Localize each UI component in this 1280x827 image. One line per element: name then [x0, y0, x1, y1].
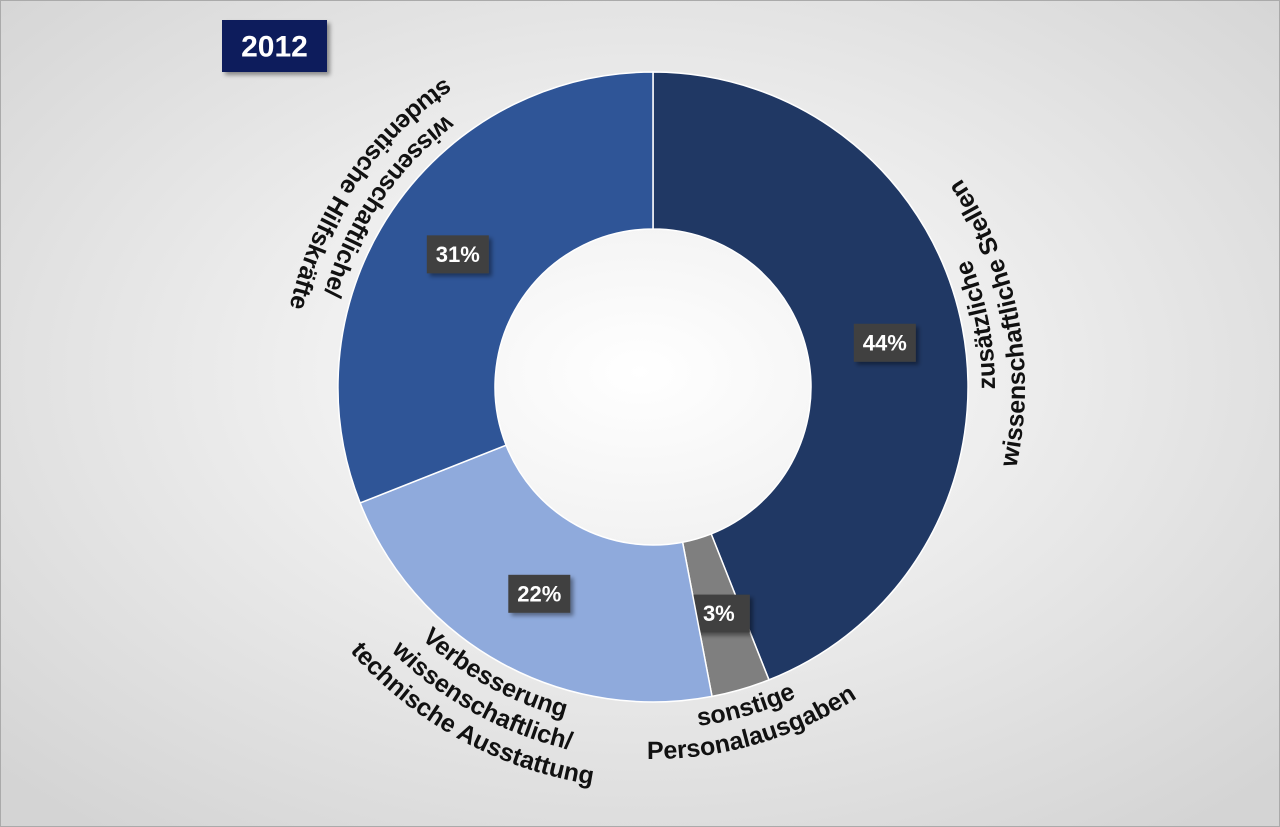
donut-slice [652, 71, 969, 681]
title-badge [222, 20, 327, 72]
donut-slice [337, 71, 654, 504]
value-label: 31% [436, 242, 480, 267]
chart-title: 2012 [241, 31, 308, 64]
value-label: 22% [517, 581, 561, 606]
value-label-box [508, 574, 571, 613]
value-label: 44% [863, 330, 907, 355]
donut-slice [359, 444, 713, 703]
value-label-box [853, 323, 916, 362]
value-label: 3% [703, 601, 735, 626]
value-label-box [426, 235, 489, 274]
